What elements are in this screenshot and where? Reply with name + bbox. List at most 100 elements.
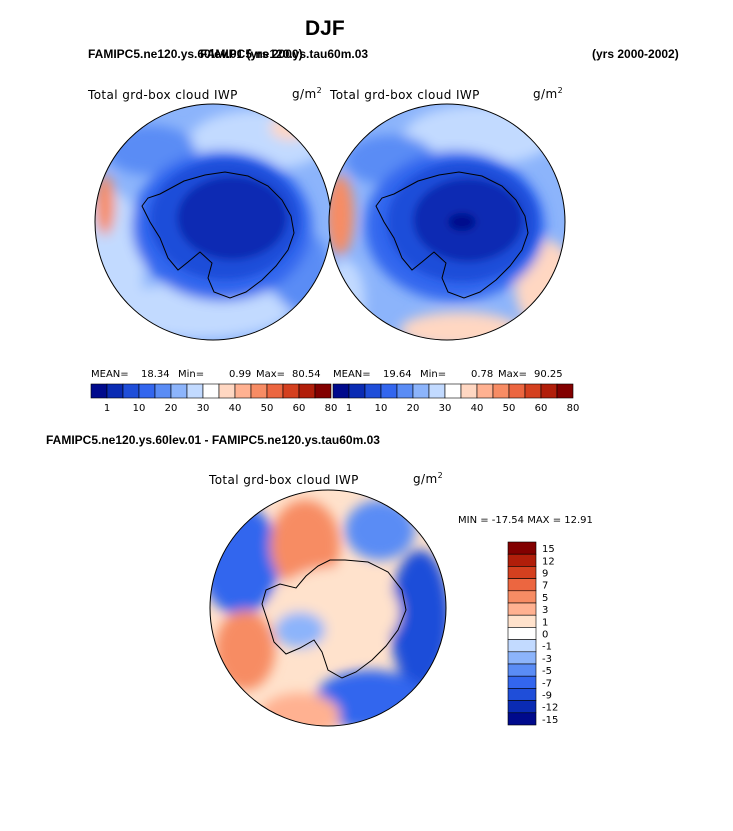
panel2-colorbar-swatch bbox=[460, 383, 478, 399]
panel2-colorbar: 1 10 20 30 40 50 60 80 bbox=[332, 383, 580, 414]
panel3-colorbar-swatch bbox=[507, 688, 537, 701]
panel2-colorbar-swatch bbox=[412, 383, 430, 399]
panel3-colorbar-swatch bbox=[507, 602, 537, 616]
panel3-colorbar-swatch bbox=[507, 590, 537, 604]
panel3-colorbar-tick-label: 0 bbox=[542, 630, 548, 641]
right-case-label: FAMIPC5.ne120.ys.tau60m.03 bbox=[200, 47, 369, 61]
panel3-coastline bbox=[261, 559, 407, 679]
panel3-colorbar-swatch bbox=[507, 663, 537, 677]
panel3-colorbar-swatch bbox=[507, 712, 537, 726]
panel3-map bbox=[210, 490, 446, 726]
panel2-units: g/m2 bbox=[533, 86, 564, 101]
panel2-colorbar-swatch bbox=[396, 383, 414, 399]
panel1-colorbar-swatch bbox=[154, 383, 172, 399]
panel2-colorbar-swatch bbox=[540, 383, 558, 399]
panel1-colorbar-tick-label: 50 bbox=[261, 403, 274, 414]
panel3-colorbar-tick-label: 12 bbox=[542, 556, 555, 567]
panel1-colorbar-swatch bbox=[250, 383, 268, 399]
panel1-map bbox=[95, 104, 331, 340]
panel1-min-value: 0.99 bbox=[229, 369, 252, 380]
panel3-map-border bbox=[209, 489, 447, 727]
horizontal-colorbars: 1 10 20 30 40 50 60 80 1 10 20 30 40 50 60 80 bbox=[90, 383, 580, 414]
panel2-colorbar-tick-label: 80 bbox=[567, 403, 580, 414]
panel3-colorbar-tick-label: 5 bbox=[542, 593, 548, 604]
panel2-colorbar-swatch bbox=[524, 383, 542, 399]
panel2-coastline bbox=[375, 171, 529, 299]
panel3-colorbar-tick-label: 7 bbox=[542, 581, 548, 592]
panel2-colorbar-tick-label: 60 bbox=[535, 403, 548, 414]
panel3-colorbar-tick-label: -3 bbox=[542, 654, 552, 665]
panel2-mean-value: 19.64 bbox=[383, 369, 412, 380]
panel3-colorbar-swatch bbox=[507, 578, 537, 592]
panel3-stats: MIN = -17.54 MAX = 12.91 bbox=[458, 515, 593, 526]
panel1-mean-label: MEAN= bbox=[91, 369, 129, 380]
panel3-colorbar-tick-label: 1 bbox=[542, 617, 548, 628]
panel2-map-border bbox=[328, 103, 566, 341]
panel2-colorbar-swatch bbox=[428, 383, 446, 399]
panel1-max-value: 80.54 bbox=[292, 369, 321, 380]
panel1-colorbar-swatch bbox=[170, 383, 188, 399]
panel3-colorbar-swatch bbox=[507, 700, 537, 714]
panel3-colorbar-swatch bbox=[507, 639, 537, 653]
panel3-colorbar-swatch bbox=[507, 566, 537, 579]
panel3-colorbar-swatch bbox=[507, 627, 537, 640]
panel1-colorbar-swatch bbox=[202, 383, 220, 399]
panel2-min-value: 0.78 bbox=[471, 369, 494, 380]
panel1-colorbar-tick-label: 40 bbox=[229, 403, 242, 414]
panel3-colorbar-tick-label: -15 bbox=[542, 715, 558, 726]
panel1-colorbar-tick-label: 60 bbox=[293, 403, 306, 414]
panel3-colorbar-swatch bbox=[507, 675, 537, 689]
panel2-mean-label: MEAN= bbox=[333, 369, 371, 380]
panel3-units: g/m2 bbox=[413, 471, 444, 486]
panel1-colorbar-swatch bbox=[266, 383, 284, 399]
panel1-units: g/m2 bbox=[292, 86, 323, 101]
panel2-colorbar-swatch bbox=[508, 383, 526, 399]
panel1-title: Total grd-box cloud IWP bbox=[88, 88, 238, 102]
panel1-colorbar-swatch bbox=[234, 383, 252, 399]
panel2-colorbar-tick-label: 20 bbox=[407, 403, 420, 414]
panel1-colorbar-swatch bbox=[138, 383, 156, 399]
panel2-colorbar-swatch bbox=[364, 383, 382, 399]
panel1-mean-value: 18.34 bbox=[141, 369, 170, 380]
panel2-map bbox=[329, 104, 565, 340]
panel3-title: Total grd-box cloud IWP bbox=[209, 473, 359, 487]
panel2-title: Total grd-box cloud IWP bbox=[330, 88, 480, 102]
panel3-colorbar-tick-label: 15 bbox=[542, 544, 555, 555]
panel1-min-label: Min= bbox=[178, 369, 205, 380]
panel3-colorbar-tick-label: -5 bbox=[542, 666, 552, 677]
panel2-colorbar-tick-label: 40 bbox=[471, 403, 484, 414]
years-label: (yrs 2000-2002) bbox=[592, 47, 679, 61]
panel3-colorbar-swatch bbox=[507, 651, 537, 665]
panel1-colorbar-tick-label: 30 bbox=[197, 403, 210, 414]
panel3-colorbar-tick-label: -1 bbox=[542, 642, 552, 653]
panel1-colorbar-swatch bbox=[122, 383, 140, 399]
panel3-colorbar-swatch bbox=[507, 541, 537, 555]
panel2-min-label: Min= bbox=[420, 369, 447, 380]
panel2-max-label: Max= bbox=[498, 369, 528, 380]
panel1-colorbar-tick-label: 80 bbox=[325, 403, 338, 414]
panel2-colorbar-tick-label: 10 bbox=[375, 403, 388, 414]
panel1-colorbar-tick-label: 20 bbox=[165, 403, 178, 414]
panel3-colorbar-tick-label: -9 bbox=[542, 691, 552, 702]
panel2-colorbar-tick-label: 1 bbox=[346, 403, 352, 414]
panel1-colorbar-swatch bbox=[314, 383, 332, 399]
panel1-coastline bbox=[141, 171, 295, 299]
panel1-max-label: Max= bbox=[256, 369, 286, 380]
panel2-colorbar-swatch bbox=[492, 383, 510, 399]
panel1-colorbar-tick-label: 10 bbox=[133, 403, 146, 414]
panel2-colorbar-tick-label: 50 bbox=[503, 403, 516, 414]
panel2-colorbar-swatch bbox=[380, 383, 398, 399]
panel3-colorbar-tick-label: -7 bbox=[542, 678, 552, 689]
panel2-colorbar-swatch bbox=[556, 383, 574, 399]
panel1-colorbar: 1 10 20 30 40 50 60 80 bbox=[90, 383, 338, 414]
panel2-colorbar-swatch bbox=[476, 383, 494, 399]
panel1-colorbar-tick-label: 1 bbox=[104, 403, 110, 414]
panel1-colorbar-swatch bbox=[282, 383, 300, 399]
panel2-colorbar-swatch bbox=[444, 383, 462, 399]
panel1-colorbar-swatch bbox=[218, 383, 236, 399]
panel1-colorbar-swatch bbox=[186, 383, 204, 399]
panel3-colorbar-tick-label: 9 bbox=[542, 569, 548, 580]
panel3-colorbar-swatch bbox=[507, 553, 537, 567]
